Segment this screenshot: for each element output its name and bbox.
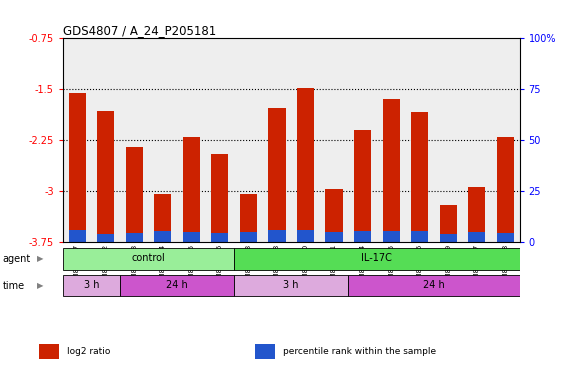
Text: 3 h: 3 h [83, 280, 99, 290]
Bar [497, 137, 514, 242]
Bar [348, 275, 520, 296]
Bar [39, 344, 59, 359]
Bar [69, 93, 86, 242]
Bar [211, 154, 228, 242]
Bar [354, 231, 371, 242]
Bar [97, 234, 114, 242]
Text: agent: agent [3, 254, 31, 264]
Bar [240, 194, 257, 242]
Bar [383, 231, 400, 242]
Bar [468, 187, 485, 242]
Text: ▶: ▶ [37, 281, 43, 290]
Bar [183, 137, 200, 242]
Bar [234, 248, 520, 270]
Text: 24 h: 24 h [166, 280, 188, 290]
Bar [69, 230, 86, 242]
Bar [411, 231, 428, 242]
Bar [440, 205, 457, 242]
Text: time: time [3, 281, 25, 291]
Text: ▶: ▶ [37, 254, 43, 263]
Bar [240, 232, 257, 242]
Bar [383, 99, 400, 242]
Bar [126, 233, 143, 242]
Bar [183, 232, 200, 242]
Bar [234, 275, 348, 296]
Bar [154, 231, 171, 242]
Text: GDS4807 / A_24_P205181: GDS4807 / A_24_P205181 [63, 24, 216, 37]
Text: IL-17C: IL-17C [361, 253, 392, 263]
Bar [440, 234, 457, 242]
Text: control: control [131, 253, 166, 263]
Bar [325, 232, 343, 242]
Text: percentile rank within the sample: percentile rank within the sample [283, 347, 436, 356]
Bar [354, 130, 371, 242]
Text: log2 ratio: log2 ratio [67, 347, 110, 356]
Bar [325, 189, 343, 242]
Bar [126, 147, 143, 242]
Bar [120, 275, 234, 296]
Bar [468, 232, 485, 242]
Bar [268, 108, 286, 242]
Bar [255, 344, 275, 359]
Bar [297, 230, 314, 242]
Text: 3 h: 3 h [283, 280, 299, 290]
Bar [411, 112, 428, 242]
Bar [97, 111, 114, 242]
Bar [63, 275, 120, 296]
Bar [63, 248, 234, 270]
Bar [154, 194, 171, 242]
Bar [297, 88, 314, 242]
Bar [497, 233, 514, 242]
Text: 24 h: 24 h [423, 280, 445, 290]
Bar [268, 230, 286, 242]
Bar [211, 233, 228, 242]
